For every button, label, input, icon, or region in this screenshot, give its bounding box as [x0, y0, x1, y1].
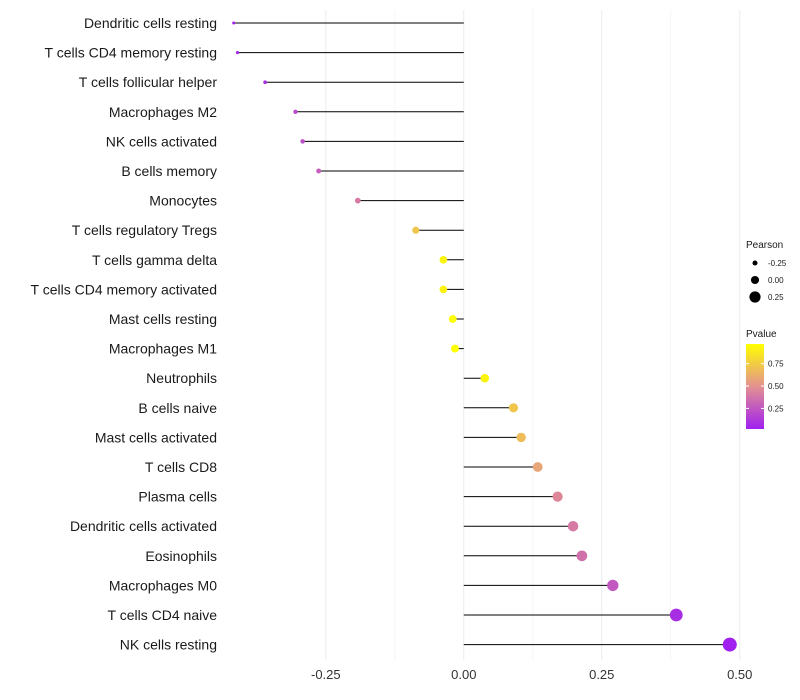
category-label: T cells CD4 memory activated — [31, 281, 217, 297]
x-tick-label: 0.25 — [589, 667, 614, 682]
legend-size-label: -0.25 — [768, 259, 787, 268]
legend-color-label: 0.75 — [768, 360, 784, 369]
category-label: Monocytes — [149, 193, 217, 209]
legend-size-items: -0.25 0.00 0.25 — [749, 259, 787, 303]
legend-color-label: 0.25 — [768, 404, 784, 413]
legend-color-title: Pvalue — [746, 329, 777, 340]
category-label: Mast cells resting — [109, 311, 217, 327]
lollipop-point — [480, 373, 490, 383]
lollipop-point — [235, 51, 240, 55]
lollipop-point — [607, 579, 619, 592]
lollipop-point — [448, 315, 457, 323]
category-label: Dendritic cells resting — [84, 15, 217, 31]
legend-size-key — [752, 260, 758, 266]
category-label: T cells CD4 naive — [108, 607, 218, 623]
category-label: Mast cells activated — [95, 429, 217, 445]
lollipop-point — [439, 255, 448, 264]
lollipop-point — [552, 491, 563, 502]
legend-size-key — [750, 275, 760, 285]
category-label: Neutrophils — [146, 370, 217, 386]
lollipop-point — [263, 80, 267, 85]
category-label: Dendritic cells activated — [70, 518, 217, 534]
category-labels: Dendritic cells resting T cells CD4 memor… — [31, 15, 218, 653]
legend-color-label: 0.50 — [768, 382, 784, 391]
lollipop-points — [232, 21, 737, 652]
category-label: B cells naive — [138, 400, 217, 416]
lollipop-point — [293, 109, 298, 114]
category-label: Eosinophils — [145, 548, 217, 564]
category-label: NK cells resting — [120, 637, 217, 653]
x-axis-tick-labels: -0.25 0.00 0.25 0.50 — [311, 667, 752, 682]
x-tick-label: 0.00 — [451, 667, 476, 682]
category-label: Macrophages M0 — [109, 577, 217, 593]
lollipop-point — [232, 21, 236, 25]
lollipop-point — [576, 550, 588, 562]
lollipop-point — [669, 608, 683, 622]
lollipop-point — [722, 637, 737, 652]
lollipop-point — [532, 462, 543, 472]
category-label: T cells regulatory Tregs — [72, 222, 217, 238]
category-label: T cells CD8 — [145, 459, 217, 475]
legend-color-bar — [746, 344, 764, 429]
legend-color-ticks: 0.75 0.50 0.25 — [746, 360, 784, 413]
lollipop-point — [567, 520, 579, 532]
legend: Pearson -0.25 0.00 0.25 Pvalue 0.75 0.50 0.2… — [746, 240, 787, 429]
lollipop-stems — [233, 22, 730, 646]
lollipop-point — [451, 344, 459, 353]
legend-size-label: 0.25 — [768, 293, 784, 302]
lollipop-point — [354, 197, 361, 204]
lollipop-point — [516, 432, 526, 443]
grid-lines — [325, 10, 741, 660]
category-label: T cells CD4 memory resting — [45, 45, 217, 61]
legend-size-title: Pearson — [746, 240, 783, 251]
category-label: NK cells activated — [106, 133, 217, 149]
legend-size-label: 0.00 — [768, 276, 784, 285]
category-label: T cells follicular helper — [79, 74, 218, 90]
legend-size-key — [749, 291, 761, 303]
category-label: Plasma cells — [138, 489, 217, 505]
lollipop-point — [300, 139, 305, 144]
lollipop-point — [412, 226, 420, 234]
category-label: Macrophages M2 — [109, 104, 217, 120]
category-label: Macrophages M1 — [109, 341, 217, 357]
lollipop-point — [316, 168, 322, 174]
category-label: B cells memory — [121, 163, 217, 179]
lollipop-point — [508, 403, 519, 413]
x-tick-label: 0.50 — [727, 667, 752, 682]
category-label: T cells gamma delta — [92, 252, 217, 268]
lollipop-point — [439, 285, 448, 294]
x-tick-label: -0.25 — [311, 667, 341, 682]
